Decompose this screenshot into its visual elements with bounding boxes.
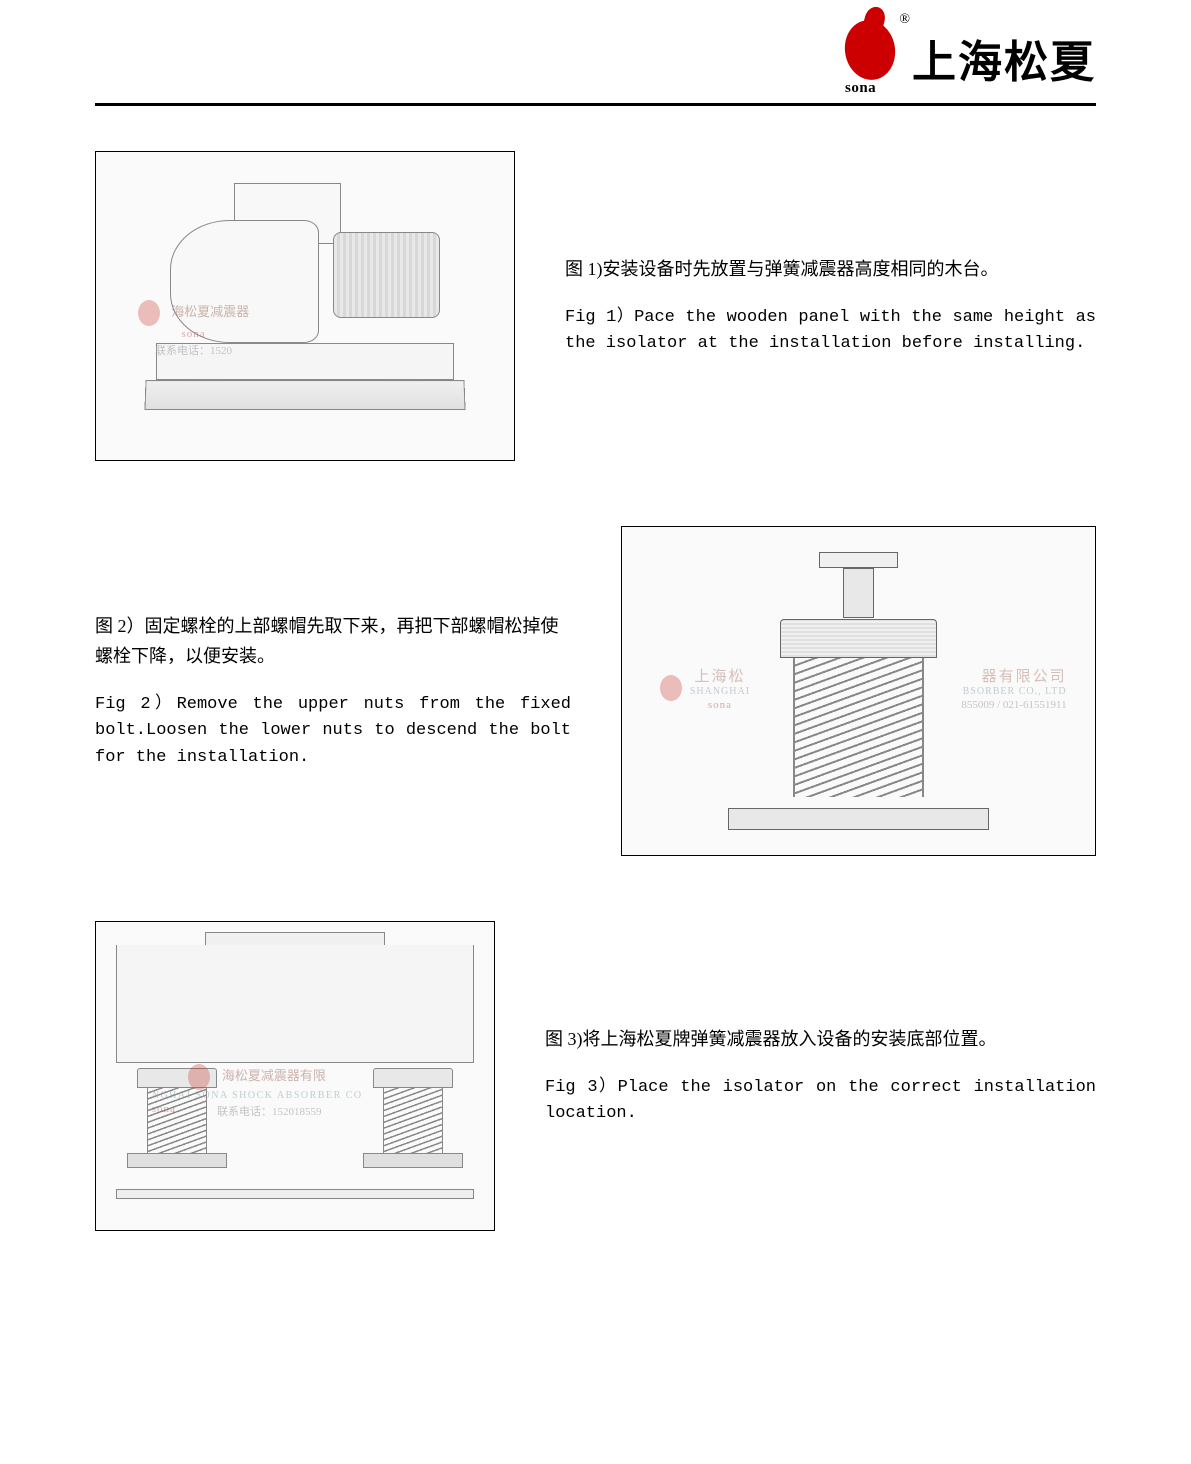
mini-base [127,1153,227,1168]
ground-plane [116,1189,474,1199]
blower-body [170,220,319,343]
mini-base [363,1153,463,1168]
motor [333,232,440,318]
diagram-1: 海松夏减震器 sona 联系电话：1520 [95,151,515,461]
mini-spring [383,1088,443,1153]
isolator-right [363,1068,463,1167]
caption-2-en: Fig 2）Remove the upper nuts from the fix… [95,692,571,771]
isolator-spring [793,658,923,797]
caption-1-cn: 图 1)安装设备时先放置与弹簧减震器高度相同的木台。 [565,254,1096,285]
isolator-cap [780,619,936,658]
watermark-right-text: 器有限公司 [982,669,1067,685]
text-block-2: 图 2）固定螺栓的上部螺帽先取下来，再把下部螺帽松掉使螺栓下降，以便安装。 Fi… [95,611,571,771]
caption-3-en: Fig 3）Place the isolator on the correct … [545,1075,1096,1128]
diagram-2: 上海松 SHANGHAI sona 器有限公司 BSORBER CO., LTD… [621,526,1096,856]
logo-drop-shape [840,16,900,84]
machine-illustration-3 [116,945,474,1207]
isolator-top-plate [819,552,897,569]
isolator-bolt [843,568,874,618]
logo-container: ® sona 上海松夏 [845,20,1096,95]
wooden-platform [145,380,466,409]
mini-cap [137,1068,217,1088]
section-3: 海松夏减震器有限 NGHAI SONA SHOCK ABSORBER CO so… [95,921,1096,1231]
isolator-base [728,808,988,830]
spring-isolator-illustration [728,552,988,831]
machine-illustration-1 [127,183,482,429]
machine-frame [156,343,454,380]
text-block-1: 图 1)安装设备时先放置与弹簧减震器高度相同的木台。 Fig 1）Pace th… [565,254,1096,357]
diagram-3: 海松夏减震器有限 NGHAI SONA SHOCK ABSORBER CO so… [95,921,495,1231]
isolator-left [127,1068,227,1167]
caption-1-en: Fig 1）Pace the wooden panel with the sam… [565,305,1096,358]
company-name: 上海松夏 [912,26,1096,90]
registered-mark: ® [899,12,910,28]
mini-spring [147,1088,207,1153]
caption-2-cn: 图 2）固定螺栓的上部螺帽先取下来，再把下部螺帽松掉使螺栓下降，以便安装。 [95,611,571,672]
mini-cap [373,1068,453,1088]
watermark-logo-icon [660,675,682,701]
logo-sona-text: sona [845,80,876,97]
section-1: 海松夏减震器 sona 联系电话：1520 图 1)安装设备时先放置与弹簧减震器… [95,151,1096,461]
page-header: ® sona 上海松夏 [95,20,1096,106]
section-2: 上海松 SHANGHAI sona 器有限公司 BSORBER CO., LTD… [95,526,1096,856]
logo-icon: ® sona [845,20,900,95]
caption-3-cn: 图 3)将上海松夏牌弹簧减震器放入设备的安装底部位置。 [545,1024,1096,1055]
partial-frame [116,945,474,1063]
text-block-3: 图 3)将上海松夏牌弹簧减震器放入设备的安装底部位置。 Fig 3）Place … [545,1024,1096,1127]
